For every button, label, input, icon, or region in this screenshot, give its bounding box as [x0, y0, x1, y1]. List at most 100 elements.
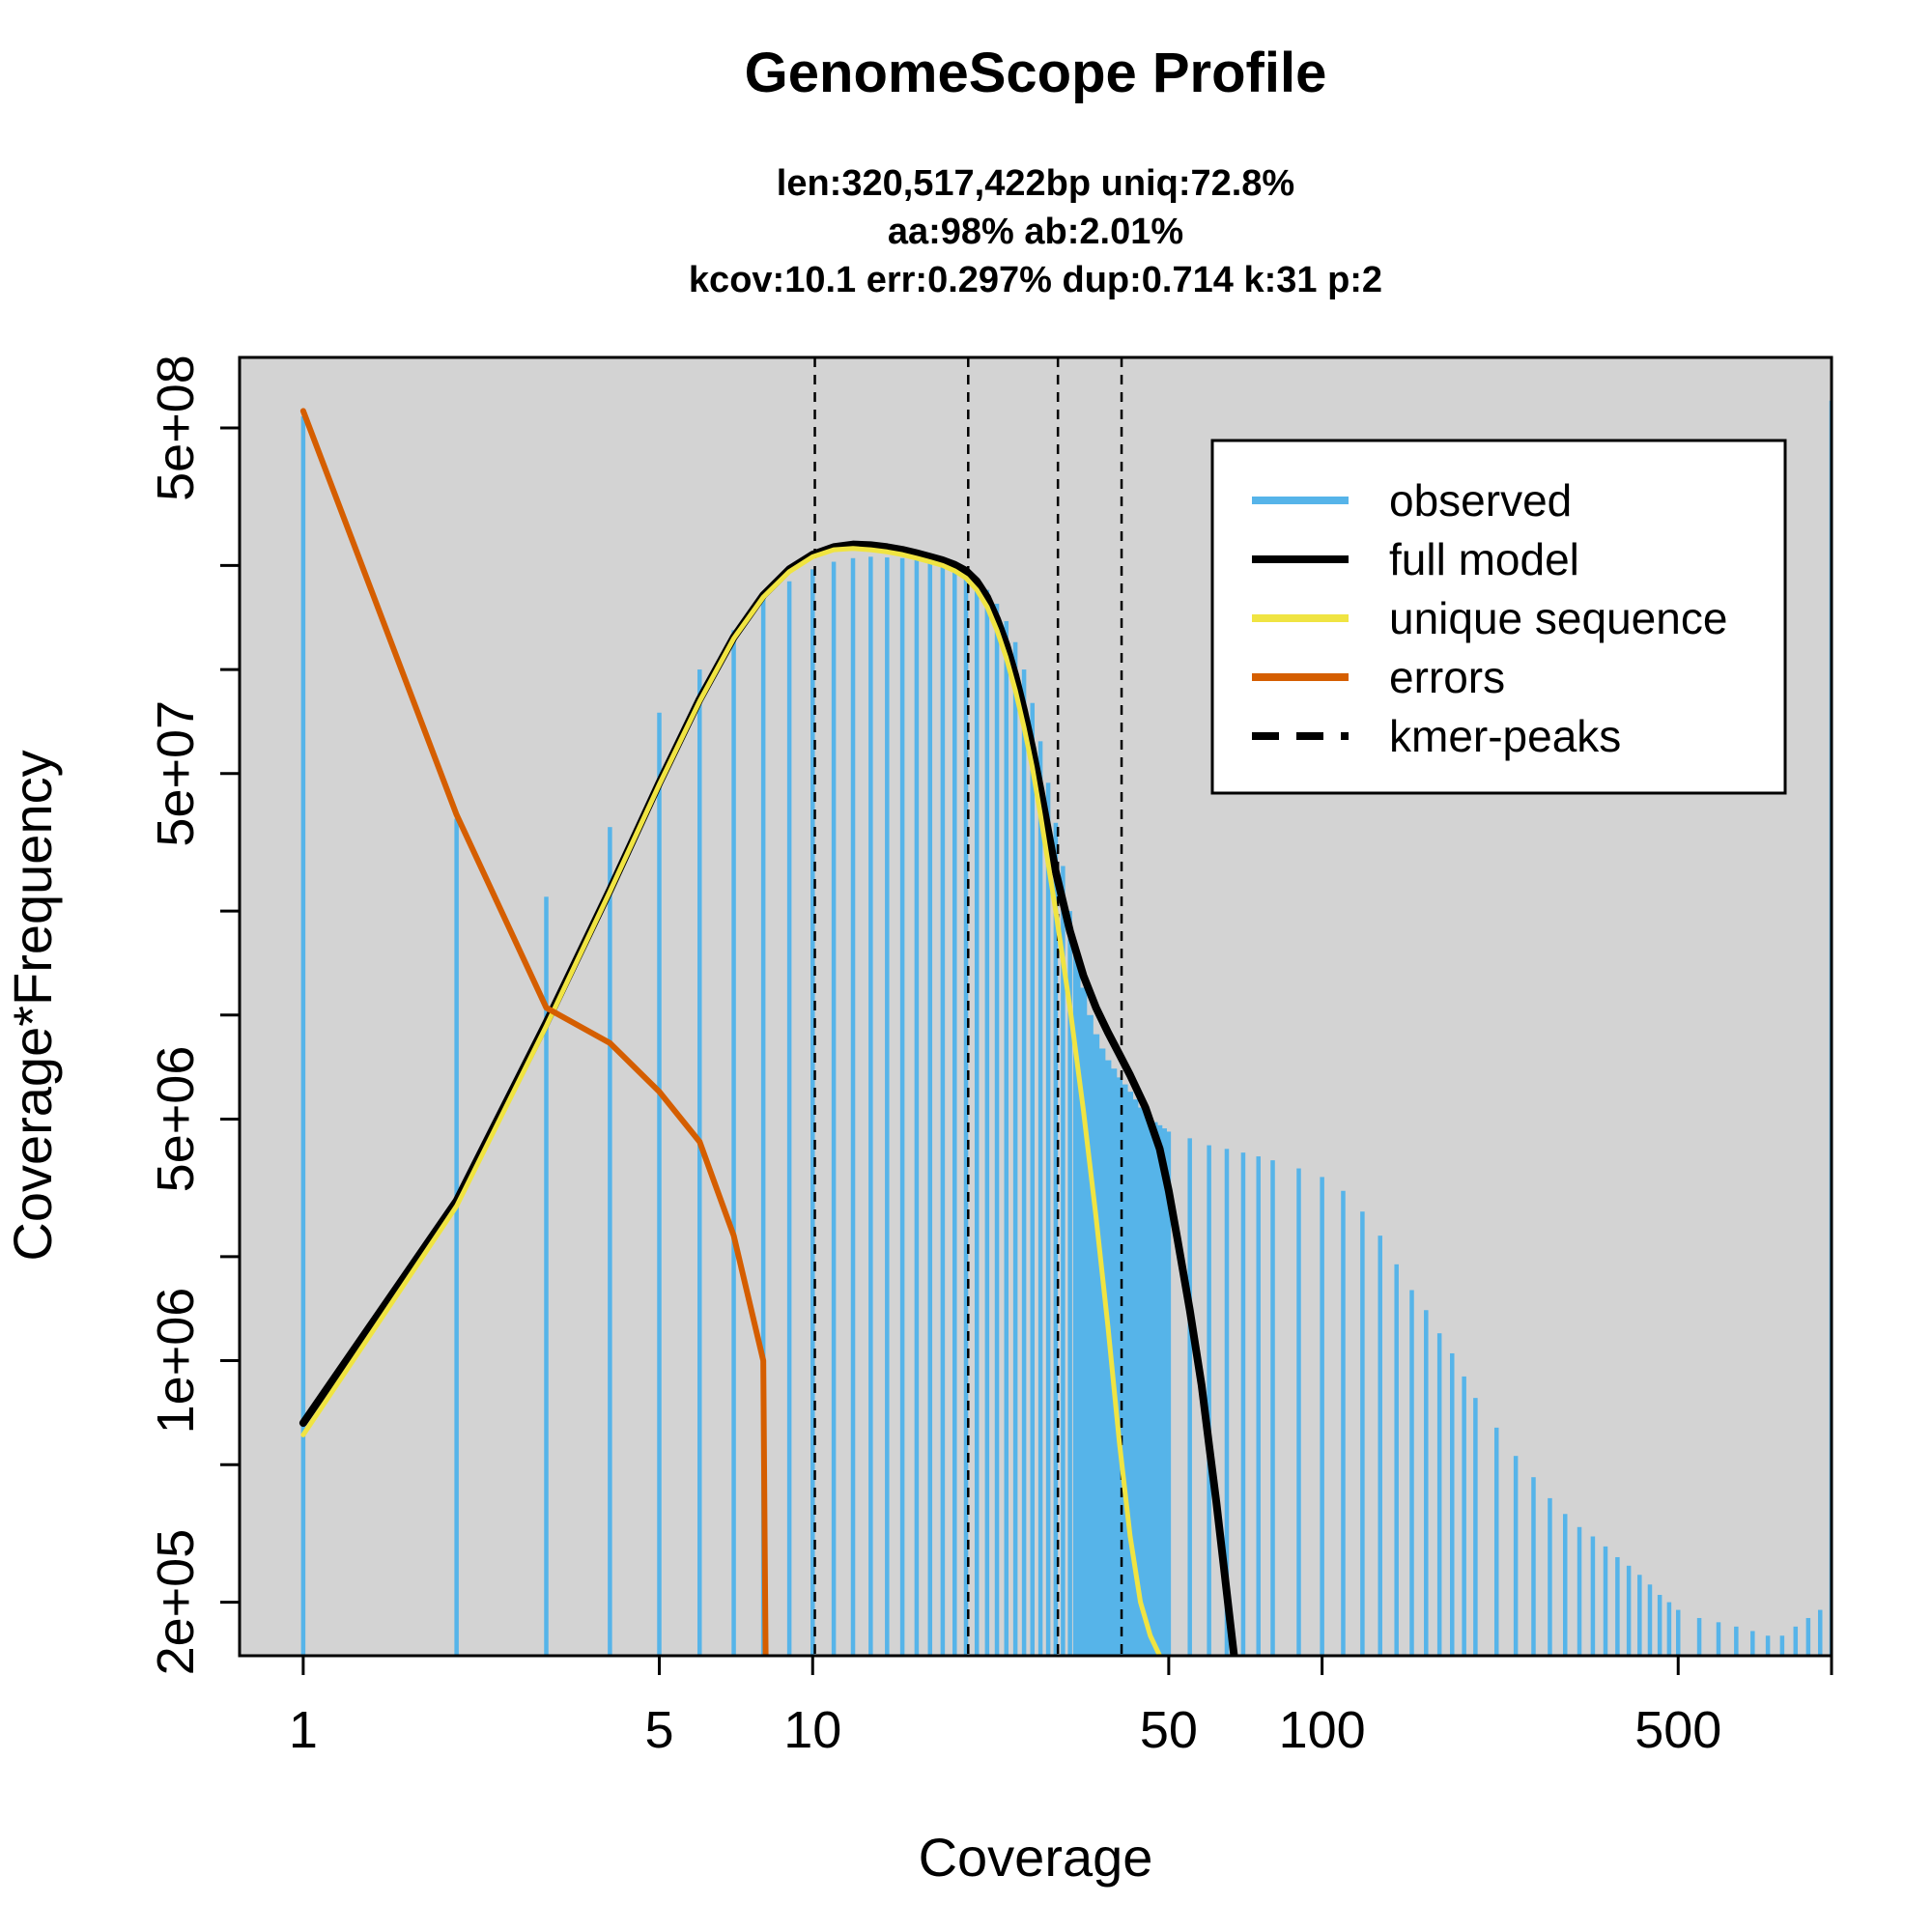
observed-bar	[1626, 1565, 1632, 1656]
observed-bar	[1126, 1092, 1134, 1656]
observed-bar	[1240, 1152, 1246, 1656]
y-tick-label: 1e+06	[147, 1288, 205, 1435]
observed-bar	[952, 569, 957, 1656]
observed-bar	[1045, 782, 1051, 1656]
observed-bar	[1079, 987, 1088, 1656]
observed-bar	[786, 581, 792, 1656]
observed-bar	[1779, 1635, 1785, 1656]
observed-bar	[1093, 1034, 1100, 1656]
observed-bar	[1360, 1211, 1365, 1656]
observed-bar	[1666, 1602, 1672, 1656]
observed-bar	[1098, 1048, 1106, 1656]
legend-label-kmer-peaks: kmer-peaks	[1389, 711, 1621, 761]
observed-bar	[1765, 1635, 1771, 1656]
errors-line	[299, 408, 769, 1656]
legend: observed full model unique sequence errors k…	[1210, 439, 1787, 795]
observed-bar	[1473, 1398, 1478, 1656]
observed-bar	[731, 630, 736, 1656]
y-tick-label: 5e+07	[147, 700, 205, 847]
x-tick-label: 500	[1634, 1701, 1721, 1759]
observed-bar	[1734, 1626, 1739, 1656]
chart-subtitle-line-1: len:320,517,422bp uniq:72.8%	[777, 163, 1294, 204]
observed-bar	[1156, 1124, 1163, 1656]
observed-bar	[1072, 953, 1081, 1656]
observed-bar	[1086, 1014, 1094, 1656]
observed-bar	[1493, 1427, 1499, 1656]
observed-bar	[1676, 1609, 1681, 1656]
x-axis: 1 5 10 50 100 500	[289, 1656, 1833, 1759]
observed-bar	[1151, 1122, 1158, 1656]
y-axis: 2e+05 1e+06 5e+06 5e+07 5e+08	[147, 355, 240, 1675]
observed-bar	[1548, 1497, 1552, 1656]
model-lines	[298, 408, 1238, 1656]
x-tick-label: 1	[289, 1701, 318, 1759]
observed-bar	[850, 557, 856, 1656]
observed-bar	[1187, 1138, 1192, 1656]
observed-bar	[1378, 1236, 1382, 1656]
observed-bar	[1793, 1626, 1799, 1656]
x-axis-label: Coverage	[919, 1827, 1153, 1888]
observed-bar	[899, 557, 905, 1656]
observed-bar	[1142, 1113, 1149, 1656]
observed-bar	[300, 416, 306, 1656]
observed-bar	[1147, 1119, 1153, 1656]
observed-bar	[1603, 1546, 1608, 1656]
observed-bar	[1037, 741, 1043, 1656]
observed-bar	[1615, 1556, 1620, 1656]
x-tick-label: 50	[1140, 1701, 1198, 1759]
observed-bar	[1320, 1177, 1324, 1656]
observed-bar	[1818, 1609, 1823, 1656]
legend-label-errors: errors	[1389, 652, 1505, 702]
y-tick-label: 2e+05	[147, 1529, 205, 1676]
observed-bar	[1256, 1156, 1261, 1656]
observed-bar	[760, 599, 766, 1656]
observed-bar	[1224, 1149, 1230, 1656]
observed-bar	[963, 573, 969, 1656]
observed-bar	[1696, 1617, 1702, 1656]
observed-bar	[544, 896, 549, 1656]
chart-title: GenomeScope Profile	[745, 42, 1327, 104]
observed-bar	[1657, 1595, 1662, 1656]
observed-bar	[1341, 1190, 1346, 1656]
observed-bar	[657, 712, 662, 1656]
observed-bar	[1207, 1145, 1211, 1656]
y-tick-label: 5e+08	[147, 355, 205, 501]
observed-bar	[1647, 1584, 1653, 1656]
observed-bar	[1137, 1107, 1144, 1656]
x-tick-label: 5	[644, 1701, 673, 1759]
observed-bar	[810, 569, 815, 1656]
observed-bar	[1750, 1631, 1755, 1656]
observed-bar	[1061, 866, 1065, 1656]
legend-label-observed: observed	[1389, 475, 1572, 526]
observed-bar	[697, 669, 702, 1656]
observed-bar	[914, 559, 920, 1656]
observed-bar	[608, 827, 612, 1656]
observed-bar	[454, 818, 459, 1656]
plot-frame	[238, 355, 1833, 1658]
observed-bar	[1166, 1131, 1172, 1656]
observed-bar	[1030, 702, 1035, 1656]
observed-bar	[984, 589, 990, 1656]
observed-bar	[1637, 1575, 1642, 1656]
observed-bar	[1805, 1617, 1811, 1656]
chart-subtitle-line-3: kcov:10.1 err:0.297% dup:0.714 k:31 p:2	[689, 260, 1382, 300]
observed-bar	[1132, 1099, 1139, 1656]
observed-bar	[1436, 1333, 1442, 1656]
chart-subtitle-line-2: aa:98% ab:2.01%	[888, 212, 1183, 252]
observed-bar	[1409, 1290, 1414, 1656]
observed-bar	[868, 556, 873, 1656]
unique-sequence-line	[300, 546, 1163, 1656]
observed-bar	[1161, 1128, 1167, 1656]
observed-bar	[1590, 1536, 1596, 1656]
observed-bar	[1394, 1264, 1399, 1656]
observed-bar	[994, 603, 1000, 1656]
observed-bar	[1012, 641, 1018, 1656]
observed-bar	[1450, 1352, 1455, 1656]
observed-bar	[1577, 1526, 1582, 1656]
observed-bar	[940, 565, 946, 1656]
observed-bar	[1563, 1514, 1568, 1656]
observed-bar	[1104, 1060, 1112, 1656]
observed-bar	[1116, 1077, 1122, 1656]
